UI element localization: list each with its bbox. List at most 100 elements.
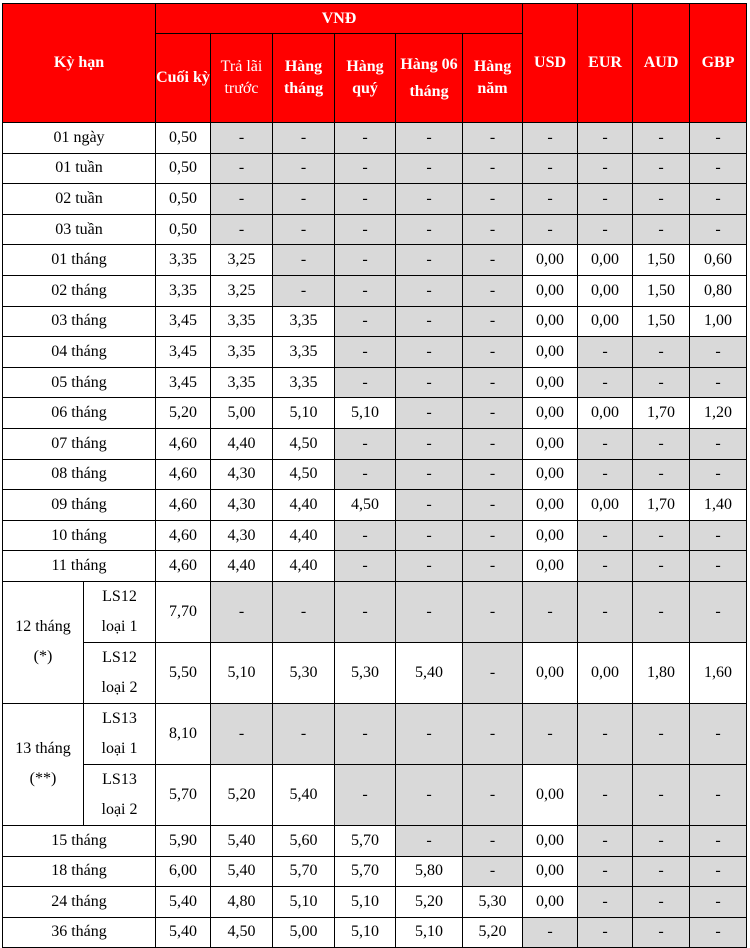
rate-cell: - [632, 550, 691, 582]
rate-cell: 5,30 [334, 641, 396, 704]
rate-cell: - [461, 122, 524, 154]
rate-cell: 1,40 [689, 489, 748, 521]
rate-cell: - [395, 489, 463, 521]
table-row: 12 tháng (*) LS12 loại 1 7,70- - - - - - - - - [2, 580, 748, 704]
term-cell: 03 tuần [2, 213, 156, 246]
rate-cell: - [522, 213, 579, 246]
subtype-name: LS12 [102, 648, 137, 666]
rate-cell: 5,00 [210, 397, 273, 429]
rate-cell: - [689, 336, 748, 368]
rate-cell: 0,00 [522, 550, 579, 582]
table-row: 13 tháng (**) LS13 loại 1 8,10- - - - - - - - - [2, 702, 748, 826]
rate-cell: 5,90 [155, 824, 211, 857]
table-row: 03 tháng 3,45 3,35 3,35- - -0,00 0,00 1,50 1,00 [2, 305, 748, 338]
rate-cell: 4,40 [272, 519, 335, 552]
table-row: 01 tháng 3,35 3,25- - - -0,00 0,00 1,50 0,60 [2, 244, 748, 276]
table-row: 07 tháng 4,60 4,40 4,50- - -0,00- - - [2, 427, 748, 460]
rate-cell: 5,40 [155, 916, 211, 948]
rate-cell: - [689, 702, 748, 765]
rate-cell: - [689, 152, 748, 185]
table-row: 02 tháng 3,35 3,25- - - -0,00 0,00 1,50 0,80 [2, 274, 748, 307]
rate-cell: - [689, 519, 748, 552]
subtype-name: LS13 [102, 709, 137, 727]
rate-cell: 0,00 [577, 397, 634, 429]
rate-cell: 0,00 [522, 427, 579, 460]
rate-cell: - [577, 886, 634, 918]
rate-cell: - [461, 397, 524, 429]
term-cell: 24 tháng [2, 886, 156, 918]
rate-cell: 0,00 [522, 886, 579, 918]
rate-cell: 6,00 [155, 855, 211, 888]
rate-cell: - [632, 152, 691, 185]
col-header-end-of-term: Cuối kỳ [155, 33, 211, 123]
rate-cell: - [461, 305, 524, 338]
table-row: LS13 loại 2 5,70 5,20 5,40- - -0,00- - - [3, 763, 748, 826]
rate-cell: - [395, 397, 463, 429]
rate-cell: 0,50 [155, 152, 211, 185]
rate-cell: 5,50 [155, 641, 211, 704]
rate-cell: 4,60 [155, 550, 211, 582]
rate-cell: - [461, 641, 524, 704]
rate-cell: 3,45 [155, 305, 211, 338]
rate-cell: - [577, 550, 634, 582]
rate-cell: - [522, 122, 579, 154]
table-row: 04 tháng 3,45 3,35 3,35- - -0,00- - - [2, 336, 748, 368]
rate-cell: - [632, 213, 691, 246]
rate-cell: - [461, 152, 524, 185]
rate-cell: 5,10 [334, 397, 396, 429]
rate-cell: 7,70 [155, 580, 211, 643]
term-cell: 18 tháng [2, 855, 156, 888]
rate-cell: 5,10 [395, 916, 463, 948]
term-label: 12 tháng [15, 618, 71, 636]
usd-header: USD [522, 3, 579, 123]
rate-cell: 0,00 [522, 366, 579, 399]
rate-cell: - [210, 152, 273, 185]
rate-cell: - [395, 427, 463, 460]
rate-cell: - [577, 824, 634, 857]
rate-cell: - [395, 580, 463, 643]
rate-cell: - [210, 702, 273, 765]
rate-cell: - [689, 213, 748, 246]
rate-cell: 5,20 [395, 886, 463, 918]
rate-cell: - [334, 550, 396, 582]
rate-cell: - [689, 824, 748, 857]
rate-cell: - [272, 702, 335, 765]
rate-cell: - [689, 550, 748, 582]
rate-cell: 5,70 [272, 855, 335, 888]
rate-cell: - [632, 763, 691, 826]
term-cell: 06 tháng [2, 397, 156, 429]
rate-cell: 0,50 [155, 213, 211, 246]
rate-cell: - [632, 458, 691, 491]
rate-cell: - [577, 580, 634, 643]
subtype-cell: LS13 loại 1 [83, 702, 156, 765]
term-cell: 12 tháng (*) [2, 580, 84, 704]
rate-cell: - [461, 763, 524, 826]
rate-cell: - [632, 427, 691, 460]
rate-cell: 0,00 [522, 763, 579, 826]
rate-cell: - [395, 702, 463, 765]
rate-cell: 0,00 [522, 855, 579, 888]
term-cell: 09 tháng [2, 489, 156, 521]
rate-cell: - [395, 274, 463, 307]
rate-cell: - [689, 886, 748, 918]
rate-cell: - [461, 274, 524, 307]
rate-cell: - [689, 763, 748, 826]
term-header: Kỳ hạn [2, 3, 156, 123]
rate-cell: - [577, 122, 634, 154]
rate-cell: 4,80 [210, 886, 273, 918]
rate-cell: - [395, 244, 463, 276]
rate-cell: - [461, 824, 524, 857]
rate-cell: 5,40 [155, 886, 211, 918]
rate-cell: 5,20 [461, 916, 524, 948]
term-note: (*) [33, 648, 53, 666]
rate-cell: 5,40 [210, 824, 273, 857]
table-row: 15 tháng 5,90 5,40 5,60 5,70- -0,00- - - [2, 824, 748, 857]
rate-cell: 4,60 [155, 458, 211, 491]
rate-cell: - [334, 152, 396, 185]
rate-cell: - [577, 427, 634, 460]
rate-cell: - [461, 458, 524, 491]
rate-cell: 4,50 [210, 916, 273, 948]
term-label: 13 tháng [15, 740, 71, 758]
rate-cell: 5,10 [334, 886, 396, 918]
rate-cell: 0,00 [522, 244, 579, 276]
